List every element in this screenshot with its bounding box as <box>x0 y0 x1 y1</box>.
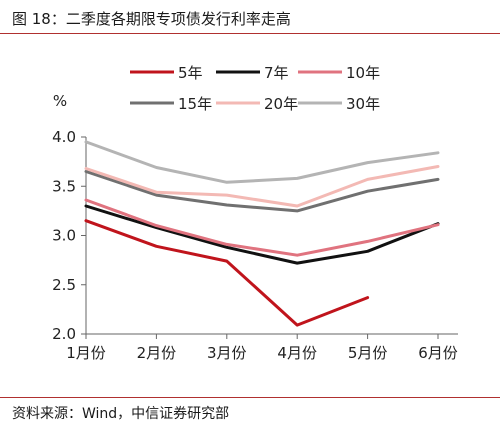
legend-label: 30年 <box>346 95 380 113</box>
source-rule <box>0 397 500 398</box>
y-tick-label: 3.0 <box>52 227 76 245</box>
y-tick-label: 3.5 <box>52 177 76 195</box>
x-tick-label: 6月份 <box>418 344 458 362</box>
legend-label: 20年 <box>264 95 298 113</box>
y-tick-label: 4.0 <box>52 128 76 146</box>
series-line-20年 <box>84 165 440 208</box>
series-line-10年 <box>84 198 440 257</box>
y-axis: 2.0 2.5 3.0 3.5 4.0 <box>52 128 87 343</box>
y-tick-label: 2.0 <box>52 325 76 343</box>
x-tick-label: 1月份 <box>66 344 106 362</box>
series-line-15年 <box>84 170 440 213</box>
y-axis-label: % <box>53 92 67 110</box>
legend: 5年 7年 10年 15年 20年 30年 <box>130 64 380 113</box>
series-line-30年 <box>84 140 440 184</box>
legend-label: 10年 <box>346 64 380 82</box>
legend-label: 7年 <box>264 64 289 82</box>
y-tick-label: 2.5 <box>52 276 76 294</box>
x-tick-label: 2月份 <box>137 344 177 362</box>
series-group <box>84 140 440 327</box>
x-axis: 1月份 2月份 3月份 4月份 5月份 6月份 <box>66 333 458 362</box>
legend-label: 5年 <box>178 64 203 82</box>
source-note: 资料来源：Wind，中信证券研究部 <box>12 406 230 422</box>
title-rule <box>0 33 500 34</box>
x-tick-label: 5月份 <box>348 344 388 362</box>
figure-title: 图 18：二季度各期限专项债发行利率走高 <box>12 10 291 28</box>
series-line-5年 <box>84 219 370 327</box>
legend-label: 15年 <box>178 95 212 113</box>
series-line-7年 <box>84 204 440 265</box>
x-tick-label: 4月份 <box>277 344 317 362</box>
x-tick-label: 3月份 <box>207 344 247 362</box>
